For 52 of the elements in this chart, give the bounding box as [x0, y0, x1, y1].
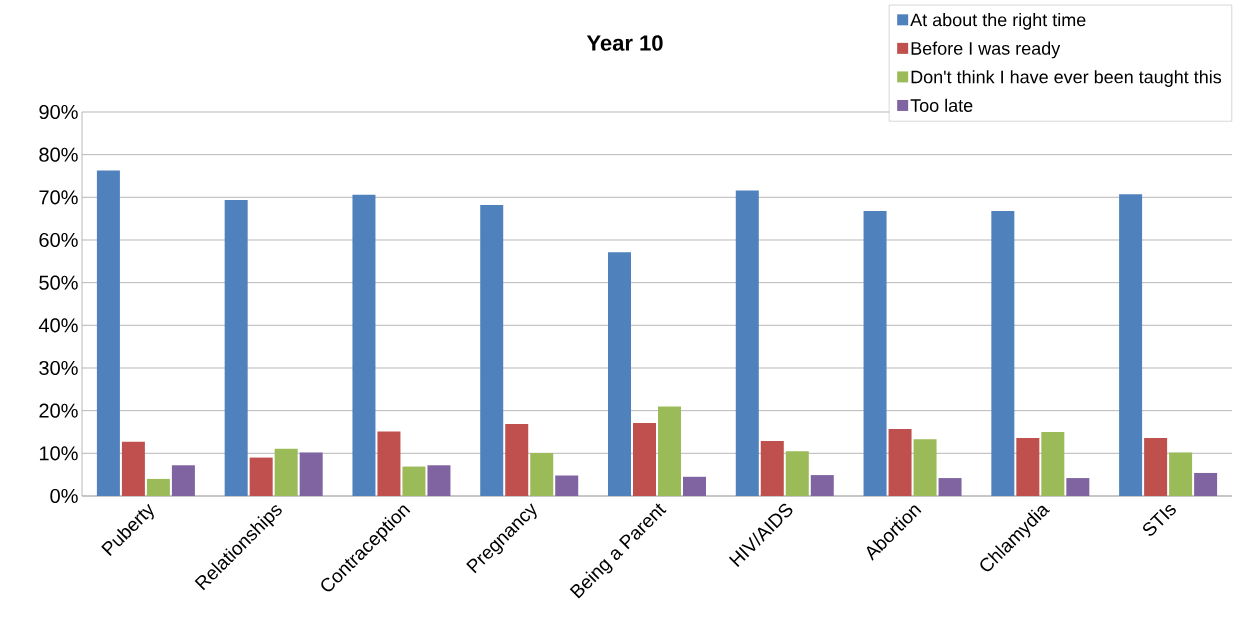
bar — [224, 199, 248, 496]
bar — [1066, 478, 1090, 496]
bar — [427, 465, 451, 496]
bar — [1016, 437, 1040, 496]
bar — [683, 476, 706, 496]
bar — [530, 452, 554, 496]
bar — [785, 451, 809, 496]
legend-label: Before I was ready — [911, 41, 1061, 59]
x-tick-label: STIs — [1143, 504, 1176, 536]
bar — [96, 170, 120, 496]
bar — [1041, 431, 1065, 496]
bar — [991, 210, 1015, 496]
y-tick-label: 60% — [39, 232, 78, 248]
bar — [863, 210, 887, 496]
bar — [352, 194, 376, 496]
legend-label: At about the right time — [910, 13, 1086, 30]
bar — [913, 439, 937, 496]
bar — [146, 478, 170, 496]
bar — [810, 475, 834, 496]
bar — [1194, 472, 1218, 496]
bar — [505, 423, 529, 496]
bar — [735, 190, 759, 496]
legend-label: Too late — [910, 98, 973, 112]
y-tick-label: 40% — [38, 318, 78, 333]
bar — [1169, 452, 1193, 496]
bar — [938, 478, 962, 496]
bar — [299, 452, 323, 496]
bar — [377, 431, 401, 496]
bar — [171, 465, 195, 496]
bar — [480, 205, 504, 496]
y-tick-label: 50% — [39, 275, 78, 290]
bar — [608, 252, 632, 496]
y-tick-label: 20% — [39, 403, 78, 418]
chart-title: Year 10 — [586, 35, 663, 51]
bar — [249, 457, 273, 496]
bar — [1119, 194, 1143, 496]
y-tick-label: 10% — [39, 446, 78, 461]
bar — [633, 423, 657, 496]
bar — [658, 406, 681, 496]
bar — [402, 466, 426, 496]
y-tick-label: 0% — [50, 488, 78, 504]
bar — [121, 441, 145, 496]
bar — [888, 429, 912, 496]
y-tick-label: 90% — [39, 104, 78, 120]
bar — [274, 448, 298, 496]
bar — [760, 440, 784, 496]
legend-label: Don't think I have ever been taught this — [911, 70, 1222, 87]
y-tick-label: 70% — [39, 190, 78, 205]
bar — [555, 475, 579, 496]
y-tick-label: 30% — [39, 360, 78, 376]
bar — [1144, 437, 1168, 496]
y-tick-label: 80% — [39, 147, 78, 162]
